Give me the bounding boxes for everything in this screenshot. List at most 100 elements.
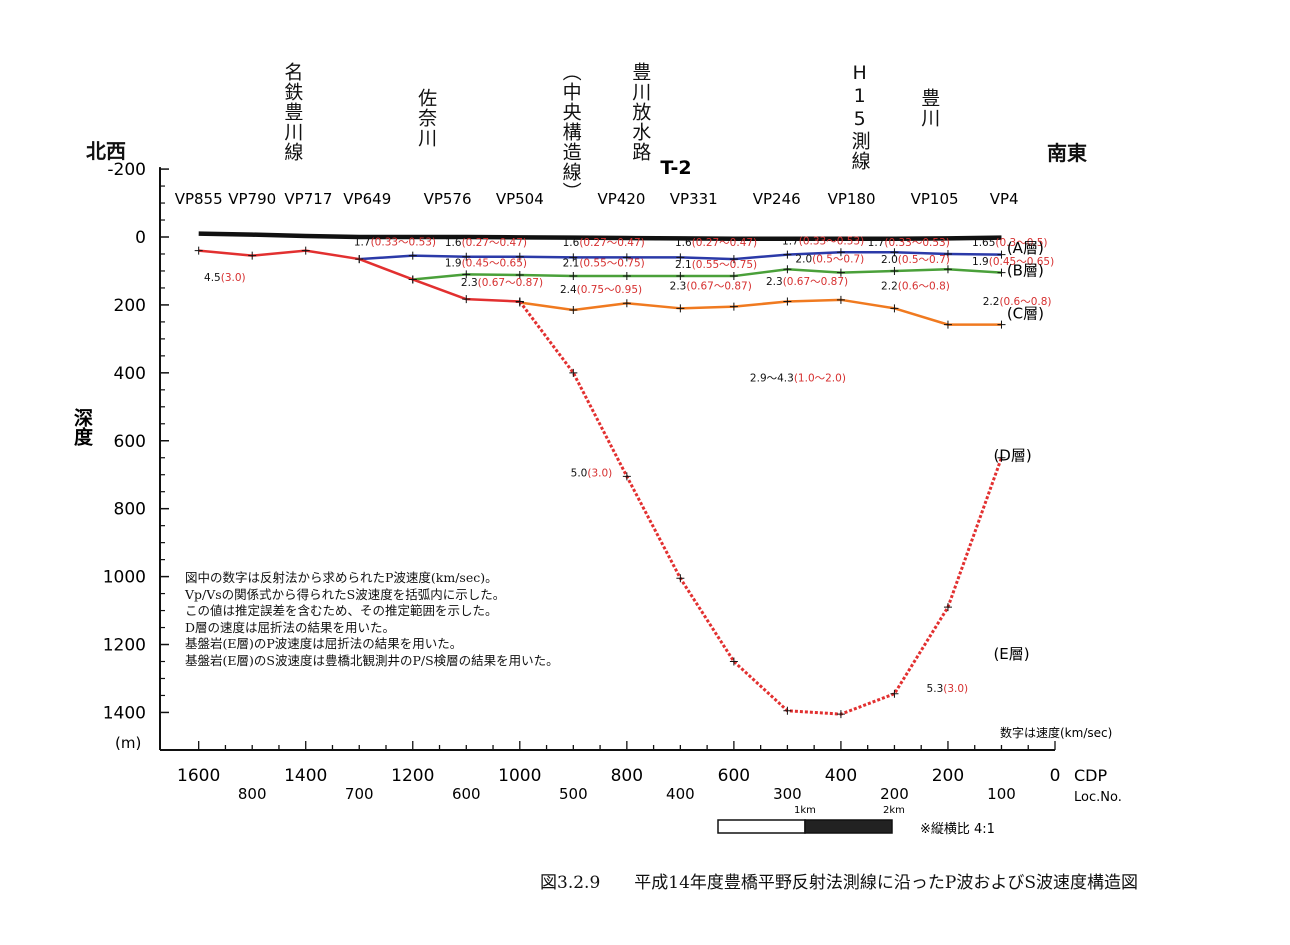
vp-label: VP576	[424, 190, 472, 208]
loc-tick-label: 100	[987, 785, 1016, 803]
p-wave-velocity: 5.3	[927, 683, 944, 695]
layer-label: (E層)	[993, 645, 1029, 663]
velocity-label: 1.7(0.33～0.53)	[782, 235, 864, 247]
layer-label: (C層)	[1007, 304, 1044, 322]
velocity-label: 1.7(0.33～0.53)	[354, 236, 436, 248]
y-tick-label: 1400	[103, 703, 146, 723]
velocity-label: 2.3(0.67～0.87)	[670, 281, 752, 293]
vp-label: VP105	[911, 190, 959, 208]
data-point	[408, 275, 417, 284]
velocity-label: 2.3(0.67～0.87)	[766, 276, 848, 288]
data-point	[836, 710, 845, 719]
note-line: D層の速度は屈折法の結果を用いた。	[185, 619, 396, 635]
s-wave-velocity: (0.27～0.47)	[692, 237, 757, 249]
loc-tick-label: 400	[666, 785, 695, 803]
p-wave-velocity: 2.0	[881, 254, 898, 266]
data-point	[836, 248, 845, 257]
p-wave-velocity: 1.6	[563, 237, 580, 249]
data-point	[515, 297, 524, 306]
scale-bar-white	[717, 819, 806, 834]
note-line: Vp/Vsの関係式から得られたS波速度を括弧内に示した。	[185, 586, 506, 602]
p-wave-velocity: 2.3	[670, 281, 687, 293]
s-wave-velocity: (0.33～0.53)	[371, 236, 436, 248]
landmark-label: 豊川放水路	[629, 62, 652, 162]
s-wave-velocity: (0.27～0.47)	[579, 237, 644, 249]
x-tick-label: 1200	[391, 766, 434, 786]
s-wave-velocity: (0.67～0.87)	[783, 276, 848, 288]
data-point	[943, 320, 952, 329]
p-wave-velocity: 1.7	[868, 237, 885, 249]
layer-label: (B層)	[1007, 261, 1044, 279]
data-point	[569, 253, 578, 262]
units-note: 数字は速度(km/sec)	[1000, 725, 1112, 740]
vp-label: VP790	[228, 190, 276, 208]
data-point	[997, 268, 1006, 277]
data-point	[569, 272, 578, 281]
s-wave-velocity: (0.33～0.53)	[799, 235, 864, 247]
s-wave-velocity: (0.67～0.87)	[478, 277, 543, 289]
x-tick-label: 800	[611, 766, 643, 786]
velocity-label: 2.1(0.55～0.75)	[563, 258, 645, 270]
s-wave-velocity: (0.6～0.8)	[999, 296, 1051, 308]
landmark-label: （中央構造線）	[559, 62, 582, 202]
p-wave-velocity: 5.0	[571, 467, 588, 479]
data-point	[569, 306, 578, 315]
southeast-label: 南東	[1047, 141, 1087, 165]
vp-label: VP331	[670, 190, 718, 208]
data-point	[783, 265, 792, 274]
velocity-label: 2.3(0.67～0.87)	[461, 277, 543, 289]
x-tick-label: 200	[932, 766, 964, 786]
vp-label: VP649	[343, 190, 391, 208]
loc-tick-label: 500	[559, 785, 588, 803]
y-unit-label: (m)	[115, 734, 141, 752]
explanatory-notes: 図中の数字は反射法から求められたP波速度(km/sec)。 Vp/Vsの関係式か…	[185, 570, 559, 669]
p-wave-velocity: 2.1	[563, 258, 580, 270]
data-point	[676, 253, 685, 262]
data-point	[783, 297, 792, 306]
s-wave-velocity: (0.55～0.75)	[692, 259, 757, 271]
velocity-label: 2.0(0.5～0.7)	[881, 254, 950, 266]
data-point	[997, 453, 1006, 462]
data-point	[890, 248, 899, 257]
data-point	[783, 250, 792, 259]
data-point	[622, 299, 631, 308]
y-tick-label: 800	[114, 500, 146, 520]
data-point	[676, 304, 685, 313]
layer-label: (D層)	[993, 446, 1031, 464]
data-point	[462, 270, 471, 279]
s-wave-velocity: (0.6～0.8)	[898, 281, 950, 293]
data-point	[890, 304, 899, 313]
data-point	[676, 574, 685, 583]
y-tick-label: -200	[107, 160, 146, 180]
velocity-label: 5.3(3.0)	[927, 683, 969, 695]
p-wave-velocity: 1.7	[354, 236, 371, 248]
x-tick-label: 1600	[177, 766, 220, 786]
p-wave-velocity: 2.9～4.3	[750, 372, 794, 384]
p-wave-velocity: 4.5	[204, 272, 221, 284]
velocity-label: 1.9(0.45～0.65)	[445, 258, 527, 270]
y-tick-label: 400	[114, 364, 146, 384]
p-wave-velocity: 2.2	[881, 281, 898, 293]
vp-label: VP180	[828, 190, 876, 208]
velocity-label: 1.6(0.27～0.47)	[675, 237, 757, 249]
loc-tick-label: 700	[345, 785, 374, 803]
figure-number: 図3.2.9	[540, 873, 601, 893]
s-wave-velocity: (0.3～0.5)	[995, 237, 1047, 249]
layer-label: (A層)	[1007, 239, 1044, 257]
series-D-base-deep	[518, 300, 1003, 716]
loc-tick-label: 600	[452, 785, 481, 803]
velocity-label: 2.2(0.6～0.8)	[881, 281, 950, 293]
y-tick-label: 0	[135, 228, 146, 248]
p-wave-velocity: 1.6	[445, 237, 462, 249]
p-wave-velocity: 1.6	[675, 237, 692, 249]
s-wave-velocity: (0.75～0.95)	[577, 284, 642, 296]
data-point	[783, 706, 792, 715]
data-point	[943, 265, 952, 274]
velocity-label: 2.9～4.3(1.0～2.0)	[750, 372, 846, 384]
data-point	[462, 295, 471, 304]
s-wave-velocity: (3.0)	[587, 467, 612, 479]
s-wave-velocity: (0.55～0.75)	[579, 258, 644, 270]
data-point	[943, 603, 952, 612]
p-wave-velocity: 2.2	[983, 296, 1000, 308]
